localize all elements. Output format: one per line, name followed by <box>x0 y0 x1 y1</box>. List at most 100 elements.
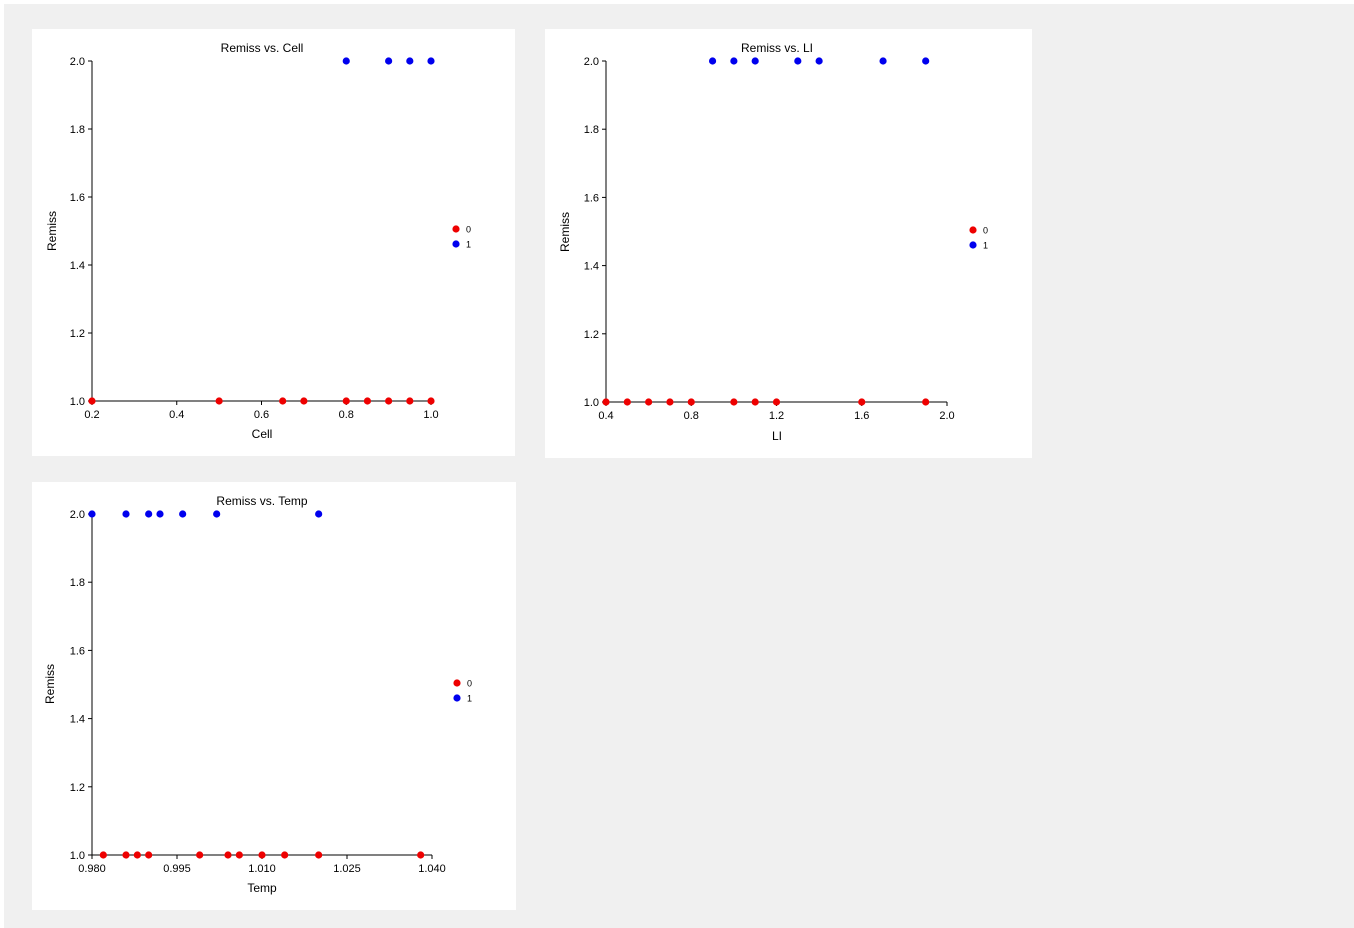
y-tick-label: 1.4 <box>70 260 85 272</box>
legend-marker-1 <box>452 240 460 248</box>
chart-title: Remiss vs. Cell <box>221 41 304 55</box>
y-axis-label: Remiss <box>43 664 57 704</box>
data-point-series-0 <box>342 397 350 405</box>
x-tick-label: 0.4 <box>598 410 613 422</box>
data-point-series-0 <box>602 398 610 406</box>
data-point-series-1 <box>730 57 738 65</box>
y-tick-label: 1.0 <box>584 397 599 409</box>
y-tick-label: 1.0 <box>70 396 85 408</box>
data-point-series-1 <box>145 510 153 518</box>
data-point-series-0 <box>417 851 425 859</box>
y-axis-label: Remiss <box>45 211 59 251</box>
y-tick-label: 2.0 <box>584 56 599 68</box>
legend-label-0: 0 <box>467 679 472 689</box>
x-tick-label: 1.6 <box>854 410 869 422</box>
x-tick-label: 1.0 <box>423 409 438 421</box>
data-point-series-0 <box>196 851 204 859</box>
y-tick-label: 1.6 <box>584 192 599 204</box>
data-point-series-0 <box>385 397 393 405</box>
legend-marker-0 <box>969 226 977 234</box>
y-tick-label: 2.0 <box>70 509 85 521</box>
x-tick-label: 0.8 <box>684 410 699 422</box>
data-point-series-1 <box>751 57 759 65</box>
x-tick-label: 0.2 <box>84 409 99 421</box>
legend-marker-0 <box>452 225 460 233</box>
data-point-series-1 <box>315 510 323 518</box>
data-point-series-0 <box>751 398 759 406</box>
data-point-series-0 <box>315 851 323 859</box>
data-point-series-1 <box>122 510 130 518</box>
data-point-series-0 <box>99 851 107 859</box>
chart-panel-cell: Remiss vs. Cell Cell Remiss 1.0 1.2 1.4 1.6… <box>32 29 515 456</box>
chart-panel-temp: Remiss vs. Temp Temp Remiss 1.0 1.2 1.4 1.6… <box>32 482 516 910</box>
report-background: Remiss vs. Cell Cell Remiss 1.0 1.2 1.4 1.6… <box>4 4 1354 928</box>
x-axis-label: LI <box>772 429 782 443</box>
scatter-chart-temp: Remiss vs. Temp Temp Remiss 1.0 1.2 1.4 1.6… <box>43 494 472 895</box>
x-tick-label: 0.8 <box>339 409 354 421</box>
data-point-series-0 <box>730 398 738 406</box>
data-point-series-0 <box>215 397 223 405</box>
data-point-series-0 <box>772 398 781 406</box>
data-point-series-1 <box>794 57 802 65</box>
x-tick-label: 1.010 <box>248 863 276 875</box>
data-point-series-0 <box>258 851 266 859</box>
scatter-chart-li: Remiss vs. LI LI Remiss 1.0 1.2 1.4 1.6 1.8 2… <box>558 41 988 443</box>
data-point-series-0 <box>133 851 141 859</box>
data-point-series-1 <box>88 510 96 518</box>
data-point-series-0 <box>406 397 414 405</box>
x-tick-label: 0.995 <box>163 863 191 875</box>
legend-marker-1 <box>969 241 977 249</box>
legend-label-1: 1 <box>466 240 471 250</box>
x-tick-label: 0.980 <box>78 863 106 875</box>
x-axis-label: Cell <box>252 427 273 441</box>
data-point-series-0 <box>235 851 243 859</box>
y-tick-label: 1.8 <box>70 124 85 136</box>
data-point-series-1 <box>879 57 887 65</box>
y-tick-label: 1.0 <box>70 850 85 862</box>
y-axis-label: Remiss <box>558 212 572 252</box>
x-tick-label: 0.6 <box>254 409 269 421</box>
data-point-series-0 <box>922 398 930 406</box>
chart-panel-li: Remiss vs. LI LI Remiss 1.0 1.2 1.4 1.6 1.8 2… <box>545 29 1032 458</box>
x-tick-label: 1.025 <box>333 863 361 875</box>
scatter-chart-cell: Remiss vs. Cell Cell Remiss 1.0 1.2 1.4 1.6… <box>45 41 471 441</box>
data-point-series-0 <box>687 398 695 406</box>
chart-title: Remiss vs. Temp <box>216 494 307 508</box>
legend-label-0: 0 <box>983 226 988 236</box>
data-point-series-0 <box>122 851 130 859</box>
y-tick-label: 1.2 <box>70 782 85 794</box>
plot-area: 1.0 1.2 1.4 1.6 1.8 2.0 0.980 0.995 1.010 1.025 1.… <box>70 509 472 875</box>
x-tick-label: 1.2 <box>769 410 784 422</box>
data-point-series-0 <box>224 851 232 859</box>
x-tick-label: 0.4 <box>169 409 184 421</box>
data-point-series-0 <box>88 397 96 405</box>
data-point-series-0 <box>281 851 289 859</box>
legend-marker-0 <box>453 679 461 687</box>
legend-marker-1 <box>453 694 461 702</box>
data-point-series-1 <box>156 510 164 518</box>
data-point-series-0 <box>645 398 653 406</box>
y-tick-label: 1.4 <box>584 261 599 273</box>
y-tick-label: 1.4 <box>70 714 85 726</box>
data-point-series-0 <box>623 398 631 406</box>
data-point-series-1 <box>922 57 930 65</box>
x-tick-label: 2.0 <box>939 410 954 422</box>
data-point-series-0 <box>279 397 287 405</box>
data-point-series-1 <box>815 57 823 65</box>
x-axis-label: Temp <box>247 881 277 895</box>
data-point-series-0 <box>858 398 866 406</box>
x-tick-label: 1.040 <box>418 863 446 875</box>
data-point-series-0 <box>666 398 674 406</box>
data-point-series-1 <box>708 57 717 65</box>
plot-area: 1.0 1.2 1.4 1.6 1.8 2.0 0.4 0.8 1.2 1.6 2.0 0 1 <box>584 56 988 422</box>
data-point-series-0 <box>300 397 308 405</box>
y-tick-label: 1.2 <box>70 328 85 340</box>
chart-title: Remiss vs. LI <box>741 41 813 55</box>
legend-label-1: 1 <box>467 694 472 704</box>
plot-area: 1.0 1.2 1.4 1.6 1.8 2.0 0.2 0.4 0.6 0.8 1.0 0 1 <box>70 56 471 421</box>
data-point-series-1 <box>427 57 435 65</box>
data-point-series-1 <box>179 510 187 518</box>
y-tick-label: 1.8 <box>70 577 85 589</box>
data-point-series-1 <box>385 57 393 65</box>
data-point-series-1 <box>406 57 414 65</box>
